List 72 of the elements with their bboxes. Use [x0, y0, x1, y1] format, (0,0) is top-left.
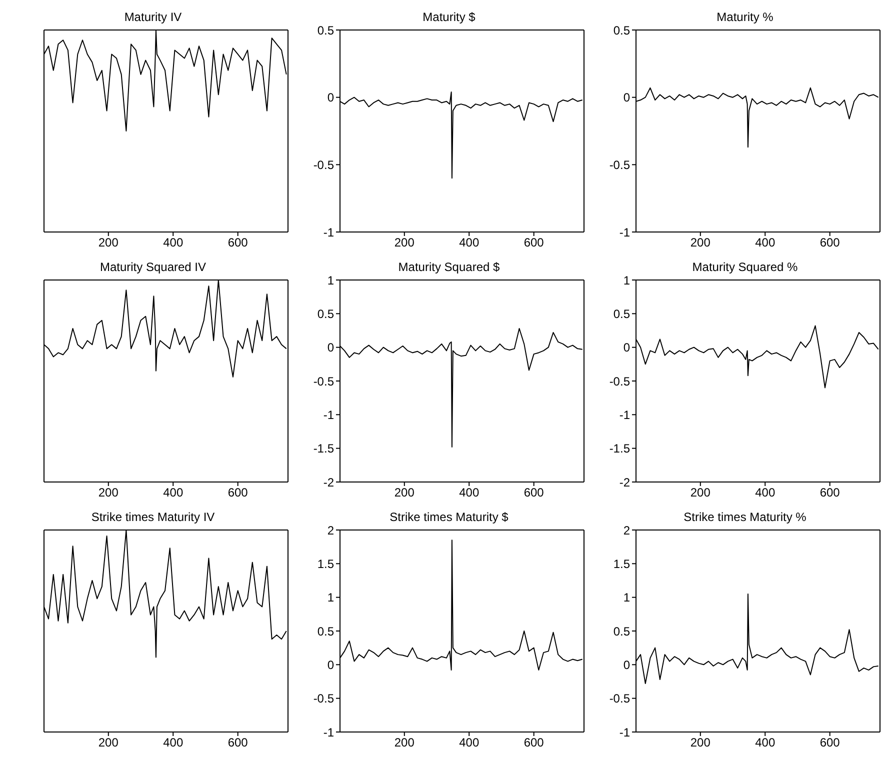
- y-tick-label: -1.5: [313, 442, 334, 456]
- x-tick-label: 400: [163, 736, 184, 750]
- y-tick-label: -1: [323, 225, 334, 240]
- chart-title: Maturity Squared IV: [98, 259, 208, 276]
- y-tick-label: 0.5: [317, 624, 334, 638]
- y-tick-label: 0: [327, 340, 334, 355]
- y-tick-label: -0.5: [313, 374, 334, 388]
- y-tick-label: -0.5: [609, 374, 630, 388]
- chart-title: Maturity Squared %: [692, 260, 798, 274]
- x-tick-label: 600: [228, 736, 248, 750]
- chart-title: Maturity IV: [123, 9, 183, 26]
- x-tick-label: 200: [98, 236, 119, 250]
- x-tick-label: 200: [98, 486, 119, 500]
- y-tick-label: 1: [623, 273, 630, 288]
- x-tick-label: 400: [459, 736, 480, 750]
- y-tick-label: -1.5: [609, 442, 630, 456]
- y-tick-label: 2: [327, 523, 334, 538]
- x-tick-label: 600: [524, 486, 544, 500]
- y-tick-label: -0.5: [609, 692, 630, 706]
- y-tick-label: 1: [327, 273, 334, 288]
- x-tick-label: 400: [755, 236, 776, 250]
- y-tick-label: 1.5: [317, 556, 334, 571]
- y-tick-label: 0: [327, 90, 334, 105]
- y-tick-label: -1: [619, 225, 630, 240]
- x-tick-label: 400: [755, 486, 776, 500]
- y-tick-label: 0: [623, 90, 630, 105]
- y-tick-label: 0.5: [317, 306, 334, 321]
- chart-title: Strike times Maturity IV: [90, 509, 216, 526]
- y-tick-label: 0.5: [613, 624, 630, 638]
- y-tick-label: 0: [327, 658, 334, 672]
- x-tick-label: 600: [228, 486, 248, 500]
- y-tick-label: -0.5: [609, 158, 630, 172]
- x-tick-label: 600: [524, 236, 544, 250]
- y-tick-label: 1: [327, 590, 334, 605]
- chart-title: Strike times Maturity %: [684, 510, 806, 524]
- y-tick-label: 0.5: [613, 306, 630, 321]
- x-tick-label: 200: [394, 236, 415, 250]
- x-tick-label: 600: [820, 236, 840, 250]
- x-tick-label: 600: [820, 486, 840, 500]
- x-tick-label: 600: [524, 736, 544, 750]
- y-tick-label: 0: [623, 658, 630, 672]
- x-tick-label: 200: [394, 736, 415, 750]
- y-tick-label: 2: [623, 523, 630, 538]
- x-tick-label: 400: [755, 736, 776, 750]
- x-tick-label: 400: [459, 236, 480, 250]
- x-tick-label: 200: [690, 236, 711, 250]
- y-tick-label: -2: [323, 475, 334, 490]
- x-tick-label: 400: [459, 486, 480, 500]
- x-tick-label: 600: [820, 736, 840, 750]
- y-tick-label: -1: [619, 408, 630, 422]
- y-tick-label: -1: [323, 725, 334, 740]
- y-tick-label: 1: [623, 590, 630, 605]
- x-tick-label: 200: [690, 486, 711, 500]
- x-tick-label: 400: [163, 236, 184, 250]
- x-tick-label: 400: [163, 486, 184, 500]
- x-tick-label: 200: [394, 486, 415, 500]
- y-tick-label: 0: [623, 340, 630, 355]
- y-tick-label: -0.5: [313, 158, 334, 172]
- x-tick-label: 200: [690, 736, 711, 750]
- y-tick-label: 0.5: [613, 23, 630, 38]
- y-tick-label: -0.5: [313, 692, 334, 706]
- y-tick-label: 1.5: [613, 556, 630, 571]
- chart-title: Maturity %: [716, 10, 774, 24]
- y-tick-label: 0.5: [317, 23, 334, 38]
- y-tick-label: -2: [619, 475, 630, 490]
- chart-title: Maturity $: [422, 10, 476, 24]
- chart-title: Strike times Maturity $: [390, 510, 508, 524]
- y-tick-label: -1: [619, 725, 630, 740]
- chart-title: Maturity Squared $: [398, 260, 500, 274]
- x-tick-label: 200: [98, 736, 119, 750]
- y-tick-label: -1: [323, 408, 334, 422]
- x-tick-label: 600: [228, 236, 248, 250]
